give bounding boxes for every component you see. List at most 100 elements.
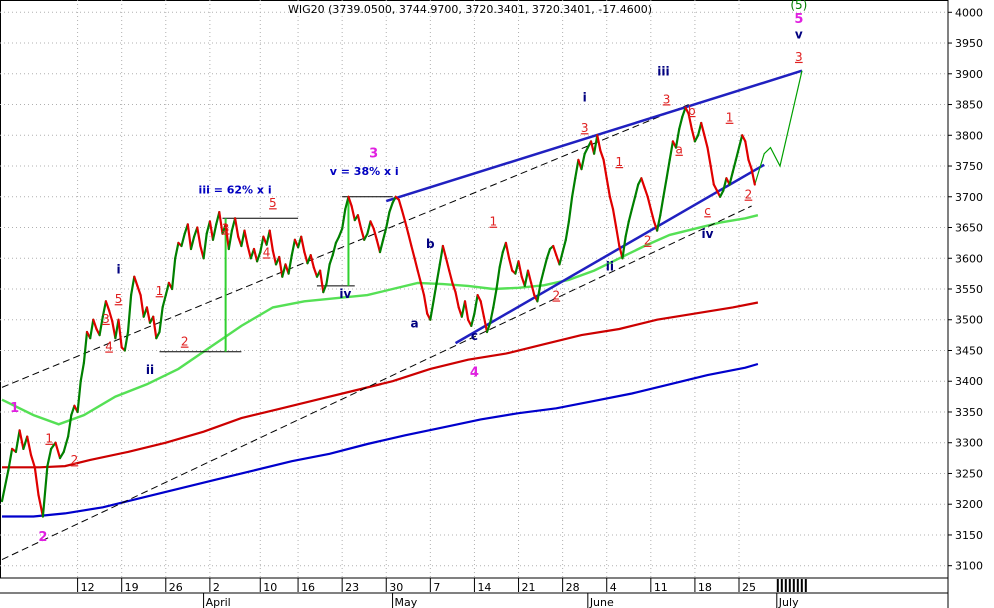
price-segment [70,404,76,417]
price-segment [347,195,353,208]
wave-label: 1 [490,215,498,229]
price-segment [624,220,630,238]
plot-frame [0,0,949,579]
price-segment [26,435,33,457]
ytick-label: 3450 [955,344,983,357]
price-segment [388,201,394,214]
price-segment [303,251,309,265]
price-segment [706,146,712,168]
ytick-label: 3950 [955,37,983,50]
price-segment [445,257,451,272]
price-segment [337,227,344,238]
price-segment [750,168,756,186]
price-segment [278,255,284,278]
price-segment [567,195,574,223]
price-segment [508,257,514,272]
price-segment [630,195,637,211]
price-segment [722,177,728,192]
price-segment [744,140,750,161]
price-segment [139,294,145,318]
price-segment [356,214,363,230]
ytick-label: 3600 [955,252,983,265]
ytick-label: 3550 [955,283,983,296]
price-segment [615,226,621,248]
price-segment [334,235,341,244]
ytick-label: 3100 [955,560,983,573]
price-segment [350,204,356,222]
price-segment [470,312,476,327]
price-segment [208,220,215,241]
price-segment [473,294,479,315]
price-segment [186,223,193,251]
price-segment [517,260,523,278]
ytick-label: 3350 [955,406,983,419]
price-segment [741,134,747,143]
price-segment [133,275,139,287]
wave-label: 5 [269,196,277,210]
price-segment [684,106,690,115]
price-segment [171,257,177,291]
price-segment [234,217,240,238]
price-segment [649,208,656,223]
price-segment [161,294,167,309]
ytick-label: 3300 [955,437,983,450]
price-segment [152,315,158,340]
price-segment [130,275,136,297]
price-segment [561,238,567,254]
price-segment [599,149,605,161]
price-segment [58,450,65,460]
price-segment [385,211,391,229]
price-segment [211,223,218,241]
price-segment [344,195,350,211]
chart-title: WIG20 (3739.0500, 3744.9700, 3720.3401, … [288,3,652,16]
price-segment [14,429,21,453]
price-segment [681,106,687,118]
xtick-label: 21 [522,581,536,594]
price-segment [325,263,331,286]
price-segment [734,146,741,161]
price-segment [552,244,558,257]
price-segment [98,315,104,337]
xtick-label: 25 [742,581,756,594]
channel-line [385,69,803,203]
price-segment [709,164,715,186]
wave-label: 3 [663,92,671,106]
xtick-label: 7 [433,581,440,594]
ma-red-line [2,301,759,469]
price-segment [435,263,441,284]
price-segment [536,281,542,303]
month-label: June [589,596,614,608]
wave-label: c [704,204,711,218]
price-segment [117,318,123,349]
price-segment [224,223,230,251]
price-segment [145,306,152,324]
price-segment [678,115,684,131]
price-segment [703,134,709,149]
price-segment [366,220,372,235]
price-segment [476,294,482,303]
ytick-label: 3500 [955,314,983,327]
price-segment [583,146,589,155]
price-segment [570,177,577,198]
price-segment [369,220,375,230]
wave-label: v [795,28,803,42]
price-segment [259,235,265,254]
price-segment [526,269,533,284]
price-segment [608,195,615,211]
wave-label: iii = 62% x i [199,184,272,197]
price-segment [700,121,706,137]
price-segment [33,466,40,497]
price-segment [268,229,274,252]
future-bar [796,579,799,592]
wave-label: 2 [38,530,47,545]
price-segment [300,235,306,254]
wave-label: v = 38% x i [330,165,399,178]
wave-label: 1 [726,111,734,125]
price-segment [441,244,448,260]
xtick-label: 23 [345,581,359,594]
price-segment [407,232,413,248]
price-segment [372,227,378,241]
price-segment [101,300,108,318]
price-segment [690,128,697,143]
price-segment [545,247,552,260]
